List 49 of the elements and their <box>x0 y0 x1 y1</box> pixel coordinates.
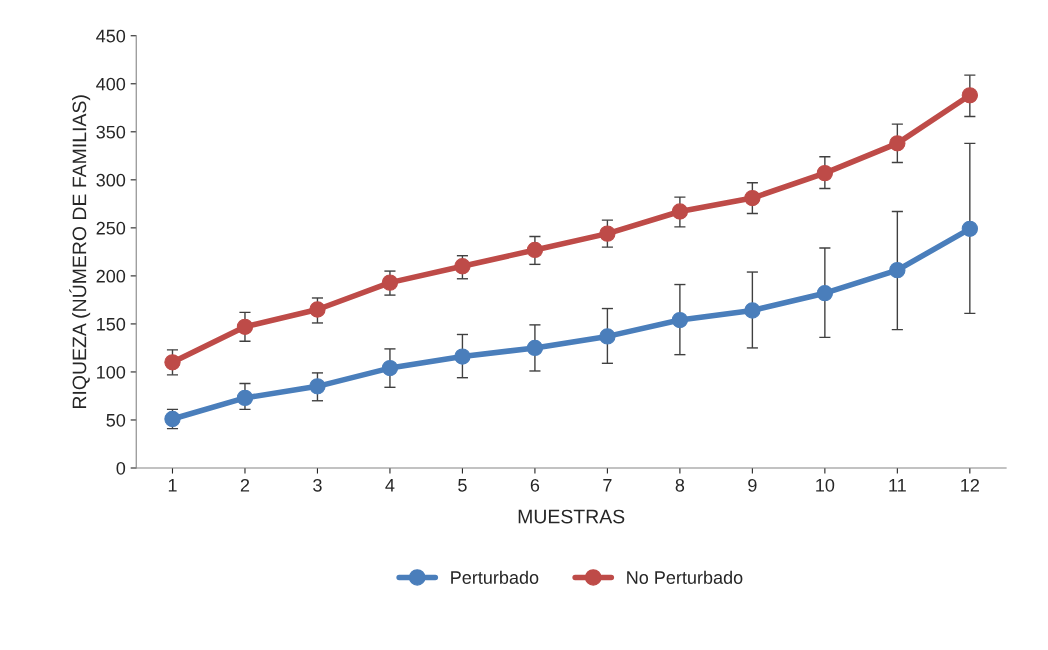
point <box>599 225 616 242</box>
legend-label: Perturbado <box>451 570 539 584</box>
point <box>309 301 326 318</box>
point <box>889 135 906 152</box>
y-tick-label: 250 <box>96 221 126 235</box>
y-tick-label: 150 <box>97 317 126 331</box>
point <box>309 378 326 395</box>
point <box>381 274 399 291</box>
point <box>816 164 834 182</box>
x-tick-label: 5 <box>458 479 467 492</box>
point <box>599 328 616 345</box>
x-tick-label: 4 <box>385 479 395 492</box>
y-tick-label: 300 <box>96 173 126 187</box>
y-tick-label: 200 <box>96 269 126 283</box>
x-axis-title: MUESTRAS <box>518 509 625 524</box>
point <box>236 318 254 335</box>
x-tick-label: 1 <box>168 479 177 492</box>
point <box>671 311 689 329</box>
point <box>961 220 978 237</box>
point <box>671 203 689 220</box>
y-tick-label: 400 <box>96 77 126 91</box>
x-tick-label: 9 <box>748 478 757 492</box>
y-tick-label: 50 <box>106 413 126 427</box>
point <box>164 354 181 371</box>
point <box>744 189 761 207</box>
legend-label: No Perturbado <box>627 570 743 584</box>
point <box>816 285 834 302</box>
y-tick-label: 350 <box>96 125 126 139</box>
y-tick-label: 100 <box>97 365 126 379</box>
point <box>236 389 254 407</box>
x-tick-label: 8 <box>675 478 685 492</box>
point <box>744 302 761 319</box>
x-tick-label: 11 <box>889 479 906 492</box>
x-tick-label: 2 <box>240 478 250 492</box>
x-tick-label: 3 <box>313 478 322 492</box>
x-tick-label: 10 <box>816 478 835 492</box>
point <box>526 339 544 357</box>
point <box>454 258 471 275</box>
point <box>526 241 544 259</box>
y-tick-label: 450 <box>96 29 126 43</box>
point <box>961 87 978 104</box>
y-axis-title: RIQUEZA (NÚMERO DE FAMILIAS) <box>69 95 91 409</box>
point <box>381 359 399 377</box>
x-tick-label: 6 <box>530 478 540 492</box>
point <box>454 348 471 365</box>
y-tick-label: 0 <box>116 461 126 475</box>
x-tick-label: 12 <box>961 478 979 492</box>
x-tick-label: 7 <box>603 479 612 492</box>
point <box>889 261 906 279</box>
